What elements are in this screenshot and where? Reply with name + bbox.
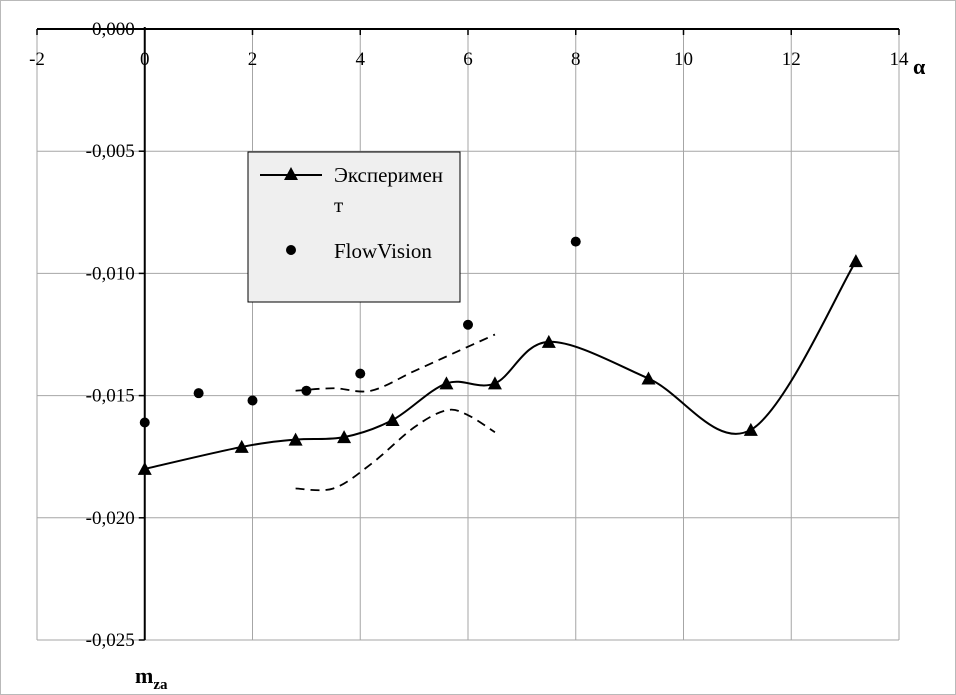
y-tick-label-1: -0,005 bbox=[86, 141, 135, 162]
legend-marker-flowvision bbox=[286, 245, 296, 255]
y-axis-title-sub: za bbox=[153, 677, 168, 693]
point-flowvision-5 bbox=[463, 319, 473, 330]
x-tick-label-3: 4 bbox=[356, 49, 366, 70]
legend: Эксперимен т FlowVision bbox=[247, 151, 461, 303]
tick-labels: -2 0 2 4 6 8 10 12 14 0,000 -0,005 -0,010 -0,015 -0,0… bbox=[29, 19, 909, 651]
point-experiment-10 bbox=[848, 254, 863, 268]
dashed-bands bbox=[295, 333, 496, 492]
point-flowvision-6 bbox=[570, 236, 581, 247]
y-tick-label-2: -0,010 bbox=[86, 263, 135, 284]
y-tick-label-4: -0,020 bbox=[86, 508, 135, 529]
point-flowvision-3 bbox=[301, 385, 312, 396]
axes bbox=[36, 27, 900, 641]
svg-text:mza: mza bbox=[135, 663, 168, 693]
x-axis-title: α bbox=[913, 54, 926, 79]
y-tick-label-3: -0,015 bbox=[86, 386, 135, 407]
legend-label-experiment-cont: т bbox=[334, 193, 343, 217]
point-flowvision-2 bbox=[247, 395, 258, 406]
point-flowvision-1 bbox=[193, 388, 204, 399]
point-experiment-6 bbox=[487, 376, 502, 390]
y-tick-label-0: 0,000 bbox=[92, 19, 135, 40]
grid-lines bbox=[36, 28, 900, 641]
point-flowvision-4 bbox=[355, 368, 366, 379]
x-tick-label-1: 0 bbox=[140, 49, 150, 70]
y-tick-label-5: -0,025 bbox=[86, 630, 135, 651]
y-axis-title: m bbox=[135, 663, 153, 688]
x-tick-label-5: 8 bbox=[571, 49, 581, 70]
x-tick-label-6: 10 bbox=[674, 49, 693, 70]
point-experiment-8 bbox=[641, 371, 656, 385]
point-experiment-7 bbox=[541, 334, 556, 348]
series-line-experiment bbox=[144, 260, 857, 470]
dashed-band-0 bbox=[295, 333, 496, 393]
series-layer bbox=[137, 236, 863, 475]
point-experiment-4 bbox=[385, 413, 400, 427]
point-experiment-1 bbox=[234, 439, 249, 453]
legend-box bbox=[247, 151, 461, 303]
y-axis-label: mza bbox=[135, 663, 168, 693]
point-experiment-5 bbox=[439, 376, 454, 390]
x-tick-label-8: 14 bbox=[890, 49, 910, 70]
x-tick-label-7: 12 bbox=[782, 49, 801, 70]
point-experiment-9 bbox=[743, 422, 758, 436]
x-tick-label-2: 2 bbox=[248, 49, 258, 70]
legend-label-flowvision: FlowVision bbox=[334, 239, 432, 263]
point-experiment-3 bbox=[337, 430, 352, 444]
x-axis-label: α bbox=[913, 54, 926, 79]
point-experiment-2 bbox=[288, 432, 303, 446]
x-tick-label-4: 6 bbox=[463, 49, 473, 70]
dashed-band-1 bbox=[295, 408, 496, 492]
legend-marker-experiment bbox=[284, 167, 298, 180]
x-tick-label-0: -2 bbox=[29, 49, 45, 70]
legend-label-experiment: Эксперимен bbox=[334, 163, 443, 187]
